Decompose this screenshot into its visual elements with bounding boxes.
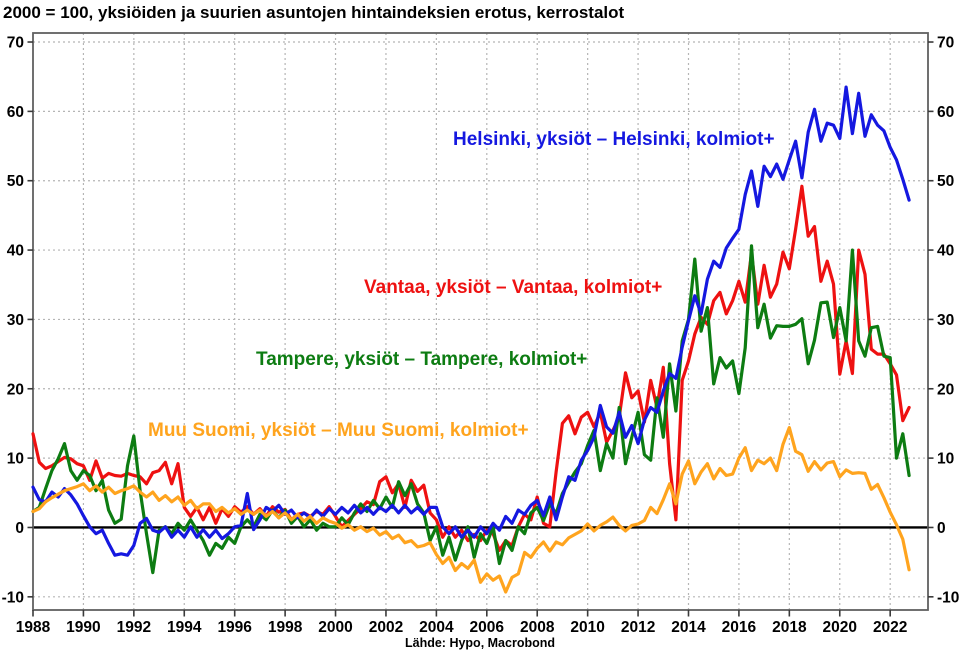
x-tick-label: 2004: [419, 619, 454, 636]
y-tick-label-left: 30: [7, 312, 24, 329]
y-tick-label-left: 50: [7, 173, 24, 190]
y-tick-label-left: 40: [7, 243, 24, 260]
x-tick-label: 2012: [621, 619, 655, 636]
y-tick-label-left: 20: [7, 381, 24, 398]
y-tick-label-right: 10: [937, 451, 954, 468]
source-note: Lähde: Hypo, Macrobond: [405, 636, 555, 650]
x-tick-label: 2006: [470, 619, 505, 636]
y-tick-label-left: -10: [2, 589, 24, 606]
x-tick-label: 2016: [722, 619, 757, 636]
x-tick-label: 2014: [671, 619, 706, 636]
y-tick-label-right: 20: [937, 381, 954, 398]
x-tick-label: 1988: [16, 619, 51, 636]
legend-helsinki: Helsinki, yksiöt – Helsinki, kolmiot+: [453, 129, 775, 150]
x-tick-label: 1992: [117, 619, 151, 636]
x-tick-label: 2002: [369, 619, 403, 636]
x-tick-label: 2020: [823, 619, 857, 636]
x-tick-label: 2018: [772, 619, 807, 636]
legend-vantaa: Vantaa, yksiöt – Vantaa, kolmiot+: [364, 277, 663, 298]
series-line-2: [31, 244, 911, 575]
legend-muu-suomi: Muu Suomi, yksiöt – Muu Suomi, kolmiot+: [148, 420, 529, 441]
x-tick-label: 1996: [217, 619, 252, 636]
y-tick-label-right: 0: [937, 520, 946, 537]
series-line-3: [31, 426, 911, 594]
y-tick-label-right: -10: [937, 589, 959, 606]
x-tick-label: 1998: [268, 619, 303, 636]
y-tick-label-left: 60: [7, 104, 24, 121]
x-tick-label: 2000: [318, 619, 352, 636]
y-tick-label-right: 40: [937, 243, 954, 260]
legend-tampere: Tampere, yksiöt – Tampere, kolmiot+: [256, 349, 588, 370]
chart-title: 2000 = 100, yksiöiden ja suurien asuntoj…: [3, 3, 625, 22]
y-tick-label-right: 30: [937, 312, 954, 329]
y-tick-label-left: 0: [15, 520, 24, 537]
x-tick-label: 1990: [66, 619, 100, 636]
y-tick-label-left: 10: [7, 451, 24, 468]
plot-frame: [32, 32, 929, 611]
y-tick-label-right: 70: [937, 35, 954, 52]
y-tick-label-right: 50: [937, 173, 954, 190]
x-tick-label: 2022: [873, 619, 907, 636]
x-tick-label: 2008: [520, 619, 555, 636]
x-tick-label: 1994: [167, 619, 202, 636]
x-tick-label: 2010: [570, 619, 604, 636]
series-line-0: [31, 85, 911, 557]
y-tick-label-left: 70: [7, 35, 24, 52]
y-tick-label-right: 60: [937, 104, 954, 121]
